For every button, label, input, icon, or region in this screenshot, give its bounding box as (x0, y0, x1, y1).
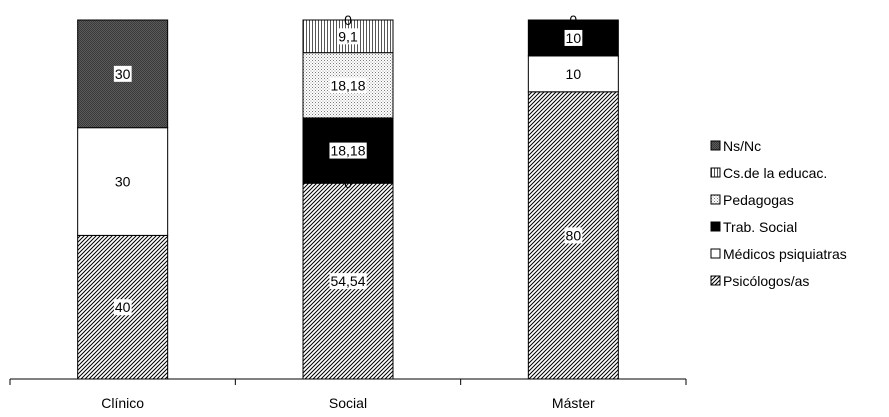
data-label-clinico-psicologos-as: 40 (115, 299, 131, 315)
x-axis: Clínico Social Máster (9, 378, 687, 411)
data-label-bg (564, 29, 583, 46)
legend-swatch-cs-de-la-educac (710, 167, 721, 178)
data-label-master-psicologos-as: 80 (566, 227, 582, 243)
legend-label-trab-social: Trab. Social (723, 219, 797, 235)
data-label-bg (564, 65, 583, 82)
data-label-bg (113, 173, 132, 190)
legend-label-psicologos-as: Psicólogos/as (723, 273, 809, 289)
data-label-bg (113, 299, 132, 316)
data-label-master-pedagogas: 0 (569, 12, 577, 28)
bars-layer (77, 19, 619, 380)
data-label-bg (329, 273, 367, 290)
data-label-master-medicos-psiquiatras: 10 (566, 66, 582, 82)
legend-swatch-pedagogas (710, 194, 721, 205)
data-label-social-pedagogas: 18,18 (330, 77, 365, 93)
legend-swatch-ns-nc (710, 140, 721, 151)
legend-label-cs-de-la-educac: Cs.de la educac. (723, 165, 827, 181)
legend: Ns/Nc Cs.de la educac. Pedagogas Trab. Soci… (710, 138, 847, 289)
data-label-clinico-medicos-psiquiatras: 30 (115, 174, 131, 190)
data-label-social-cs-de-la-educac: 9,1 (338, 28, 358, 44)
x-tick-label-social: Social (329, 395, 367, 411)
legend-label-ns-nc: Ns/Nc (723, 138, 761, 154)
data-label-social-ns-nc: 0 (344, 12, 352, 28)
legend-swatch-medicos-psiquiatras (710, 248, 721, 259)
data-label-bg (329, 142, 367, 159)
data-label-social-trab-social: 18,18 (330, 143, 365, 159)
legend-label-medicos-psiquiatras: Médicos psiquiatras (723, 246, 847, 262)
data-label-clinico-ns-nc: 30 (115, 66, 131, 82)
legend-swatch-psicologos-as (710, 275, 721, 286)
x-tick-label-master: Máster (552, 395, 595, 411)
data-label-bg (564, 227, 583, 244)
legend-label-pedagogas: Pedagogas (723, 192, 794, 208)
data-label-bg (113, 65, 132, 82)
legend-swatch-trab-social (710, 221, 721, 232)
data-label-master-trab-social: 10 (566, 30, 582, 46)
data-label-social-medicos-psiquiatras: 0 (344, 175, 352, 191)
data-label-social-psicologos-as: 54,54 (330, 273, 365, 289)
data-label-bg (337, 28, 359, 45)
data-label-bg (329, 77, 367, 94)
x-tick-label-clinico: Clínico (101, 395, 144, 411)
